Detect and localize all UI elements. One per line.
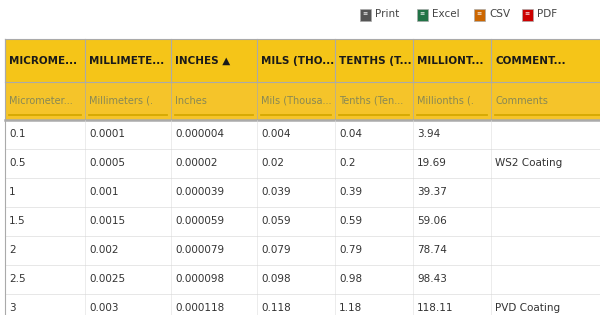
Text: 39.37: 39.37 [417,187,447,197]
Text: ≡: ≡ [525,11,530,16]
Text: 0.039: 0.039 [261,187,290,197]
Text: 0.5: 0.5 [9,158,25,168]
Text: 118.11: 118.11 [417,303,454,313]
Text: ≡: ≡ [363,11,368,16]
Text: INCHES ▲: INCHES ▲ [175,56,230,66]
Bar [5,207,600,236]
Text: 0.98: 0.98 [339,274,362,284]
FancyBboxPatch shape [474,9,485,21]
Bar [5,120,600,149]
Text: MILS (THO...: MILS (THO... [261,56,334,66]
Text: 2.5: 2.5 [9,274,26,284]
Text: 0.59: 0.59 [339,216,362,226]
Text: 0.0015: 0.0015 [89,216,125,226]
Text: 3.94: 3.94 [417,129,440,139]
Text: 0.118: 0.118 [261,303,291,313]
Text: COMMENT...: COMMENT... [495,56,566,66]
FancyBboxPatch shape [522,9,533,21]
Text: 0.003: 0.003 [89,303,119,313]
Text: 2: 2 [9,245,16,255]
Text: 0.04: 0.04 [339,129,362,139]
Text: MILLIONT...: MILLIONT... [417,56,484,66]
Text: 1.18: 1.18 [339,303,362,313]
Bar [5,178,600,207]
Text: Print: Print [375,9,399,19]
FancyBboxPatch shape [417,9,428,21]
Text: 0.0005: 0.0005 [89,158,125,168]
Text: 0.02: 0.02 [261,158,284,168]
Bar [5,265,600,294]
Bar [5,236,600,265]
Text: 0.079: 0.079 [261,245,290,255]
Text: 3: 3 [9,303,16,313]
Text: PVD Coating: PVD Coating [495,303,560,313]
Text: 0.000098: 0.000098 [175,274,224,284]
Text: 0.000118: 0.000118 [175,303,224,313]
Text: 0.1: 0.1 [9,129,25,139]
Text: Micrometer...: Micrometer... [9,96,73,106]
Text: 0.39: 0.39 [339,187,362,197]
Text: 0.0001: 0.0001 [89,129,125,139]
FancyBboxPatch shape [360,9,371,21]
Text: MICROME...: MICROME... [9,56,77,66]
Text: WS2 Coating: WS2 Coating [495,158,562,168]
Text: ≡: ≡ [420,11,425,16]
Text: PDF: PDF [537,9,557,19]
Text: 0.001: 0.001 [89,187,119,197]
Text: 19.69: 19.69 [417,158,447,168]
Text: 59.06: 59.06 [417,216,447,226]
Text: 0.2: 0.2 [339,158,356,168]
Text: Millionths (.: Millionths (. [417,96,474,106]
Text: 1.5: 1.5 [9,216,26,226]
Text: Mils (Thousa...: Mils (Thousa... [261,96,332,106]
Text: Inches: Inches [175,96,207,106]
Bar [5,294,600,315]
Text: Comments: Comments [495,96,548,106]
Text: ≡: ≡ [477,11,482,16]
Text: 0.79: 0.79 [339,245,362,255]
Text: 0.00002: 0.00002 [175,158,218,168]
Text: TENTHS (T...: TENTHS (T... [339,56,412,66]
Text: 0.059: 0.059 [261,216,290,226]
Text: 1: 1 [9,187,16,197]
Text: 0.0025: 0.0025 [89,274,125,284]
Text: 0.000039: 0.000039 [175,187,224,197]
Text: 0.004: 0.004 [261,129,290,139]
Text: 0.098: 0.098 [261,274,290,284]
Text: 78.74: 78.74 [417,245,447,255]
Text: 0.000059: 0.000059 [175,216,224,226]
Text: 0.000079: 0.000079 [175,245,224,255]
Text: MILLIMETE...: MILLIMETE... [89,56,164,66]
Text: CSV: CSV [489,9,510,19]
Text: Excel: Excel [432,9,460,19]
Text: 0.002: 0.002 [89,245,119,255]
Text: Tenths (Ten...: Tenths (Ten... [339,96,403,106]
Text: 0.000004: 0.000004 [175,129,224,139]
Bar [5,149,600,178]
Text: 98.43: 98.43 [417,274,447,284]
Text: Millimeters (.: Millimeters (. [89,96,154,106]
Bar [5,82,600,120]
Bar [5,39,600,82]
